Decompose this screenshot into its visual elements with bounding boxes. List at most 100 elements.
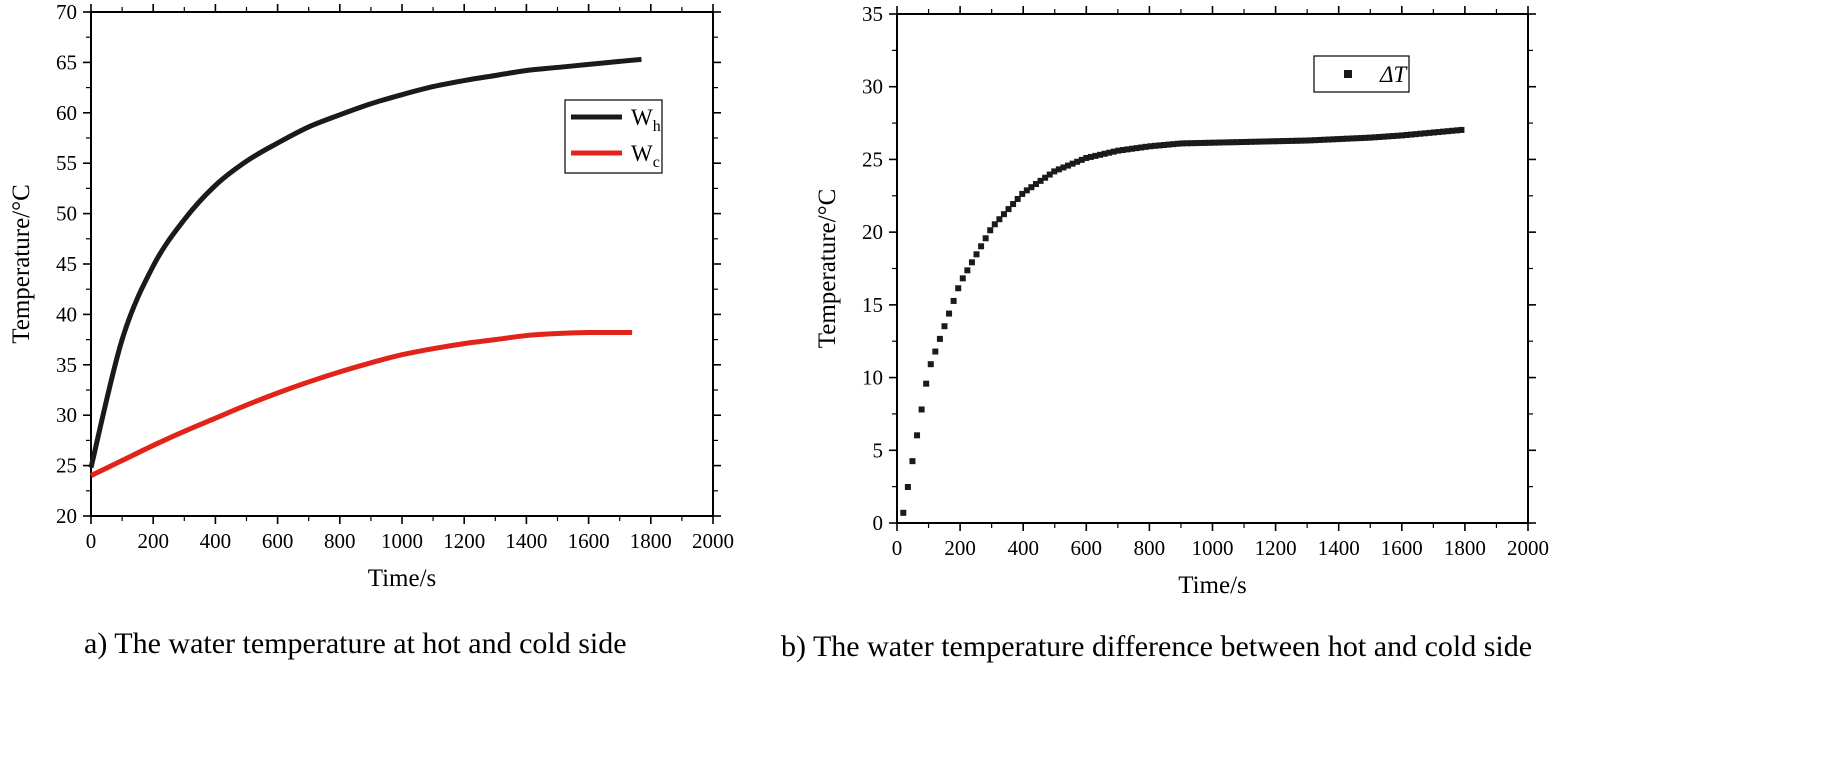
chartb-scatter-point [1316,136,1323,143]
charta-y-tick-label: 45 [56,252,77,276]
chartb-scatter-point [1435,129,1442,136]
chartb-scatter-point [968,259,975,266]
chartb-x-tick-label: 1000 [1192,536,1234,560]
chartb-scatter-point [1193,140,1200,147]
charta-y-tick-label: 55 [56,151,77,175]
chartb-scatter-point [1380,133,1387,140]
chartb-scatter-point [1243,138,1250,145]
chartb-scatter-point [1170,141,1177,148]
chartb-scatter-point [1188,140,1195,147]
charta-y-tick-label: 40 [56,302,77,326]
chartb-scatter-point [1142,143,1149,150]
chartb-scatter-point [950,297,957,304]
chartb-scatter-point [964,267,971,274]
charta-y-tick-label: 70 [56,0,77,24]
chartb-x-tick-label: 600 [1071,536,1103,560]
chartb-scatter-point [1078,156,1085,163]
chartb-scatter-point [1156,142,1163,149]
chartb-scatter-point [982,235,989,242]
chartb-scatter-point [1161,141,1168,148]
chartb-scatter-point [1234,139,1241,146]
charta-x-tick-label: 1000 [381,529,423,553]
chartb-scatter-point [1197,139,1204,146]
charta-x-tick-label: 1200 [443,529,485,553]
chartb-scatter-point [1417,130,1424,137]
chartb-scatter-point [1362,134,1369,141]
chartb-y-tick-label: 20 [862,220,883,244]
chartb-scatter-point [1028,184,1035,191]
chartb-scatter-point [1312,137,1319,144]
charta-x-tick-label: 1800 [630,529,672,553]
charta-caption: a) The water temperature at hot and cold… [84,627,627,660]
chartb-scatter-point [1133,145,1140,152]
chartb-scatter-point [1270,138,1277,145]
chartb-scatter-point [927,361,934,368]
chartb-scatter-point [1225,139,1232,146]
charta-x-tick-label: 2000 [692,529,734,553]
chartb-scatter-point [1389,133,1396,140]
chartb-scatter-point [1321,136,1328,143]
charta-x-tick-label: 200 [137,529,169,553]
chartb-x-tick-label: 1200 [1255,536,1297,560]
chartb-scatter-point [1074,158,1081,165]
chartb-scatter-point [1051,168,1058,175]
chartb-x-tick-label: 1600 [1381,536,1423,560]
charta-x-tick-label: 1400 [505,529,547,553]
chartb-scatter-point [1238,139,1245,146]
chartb-scatter-point [1339,135,1346,142]
chartb-scatter-point [1307,137,1314,144]
chartb-scatter-point [1376,134,1383,141]
chartb-scatter-point [918,406,925,413]
chartb-scatter-point [1211,139,1218,146]
chartb-scatter-point [1430,129,1437,136]
chartb-x-tick-label: 1800 [1444,536,1486,560]
chartb-scatter-point [1106,149,1113,156]
chartb-scatter-point [1220,139,1227,146]
chartb-scatter-point [1334,136,1341,143]
chartb-scatter-point [923,380,930,387]
chartb-scatter-point [1101,150,1108,157]
chartb-scatter-point [1330,136,1337,143]
charta-series-line-w-c [89,329,633,478]
chartb-scatter-point [1302,137,1309,144]
charta-x-tick-label: 800 [324,529,356,553]
chartb-x-tick-label: 2000 [1507,536,1549,560]
chartb-scatter-point [941,323,948,330]
chartb-scatter-point [1055,166,1062,173]
charta-y-tick-label: 35 [56,353,77,377]
charta-x-tick-label: 0 [86,529,97,553]
charta-y-tick-label: 25 [56,454,77,478]
chartb-scatter-point [1280,138,1287,145]
chartb-scatter-point [1110,148,1117,155]
chartb-scatter-point [1366,134,1373,141]
charta-y-tick-label: 30 [56,403,77,427]
chartb-scatter-point [1023,187,1030,194]
chartb-scatter-point [1275,138,1282,145]
chart-a-hot-cold-temperature: 0 200 400 600 800 1000 1200 1400 1600 1800 2000 20 2… [8,0,734,660]
chartb-scatter-point [1449,127,1456,134]
chartb-scatter-point [900,509,907,516]
chartb-scatter-point [936,335,943,342]
charta-x-tick-label: 600 [262,529,294,553]
chartb-scatter-point [1147,143,1154,150]
chartb-y-tick-label: 35 [862,2,883,26]
chartb-x-tick-label: 400 [1007,536,1039,560]
chartb-scatter-point [1261,138,1268,145]
chartb-scatter-point [1206,139,1213,146]
chartb-scatter-point [1165,141,1172,148]
chartb-scatter-point [1385,133,1392,140]
chartb-scatter-point [1138,144,1145,151]
charta-y-tick-label: 20 [56,504,77,528]
charta-legend-label: Wh [631,105,661,135]
chartb-scatter-point [1440,128,1447,135]
chartb-scatter-point [1344,135,1351,142]
chartb-scatter-point [1014,195,1021,202]
chartb-scatter-point [1257,138,1264,145]
charta-y-tick-label: 65 [56,50,77,74]
chartb-y-tick-label: 25 [862,147,883,171]
chartb-scatter-point [1060,164,1067,171]
chartb-scatter-point [909,458,916,465]
chartb-scatter-point [1403,131,1410,138]
chartb-scatter-point [1019,190,1026,197]
